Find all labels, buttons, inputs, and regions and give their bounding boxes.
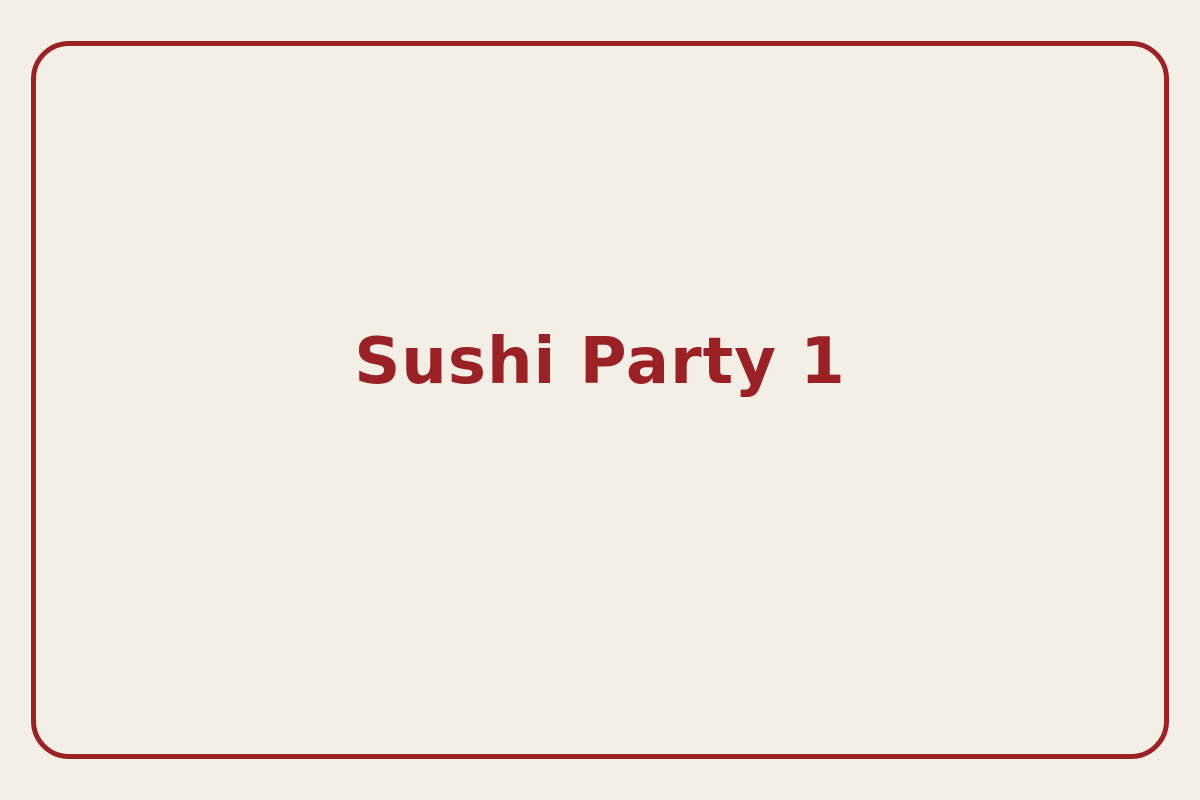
placeholder-card	[31, 41, 1169, 759]
card-title: Sushi Party 1	[354, 325, 846, 399]
